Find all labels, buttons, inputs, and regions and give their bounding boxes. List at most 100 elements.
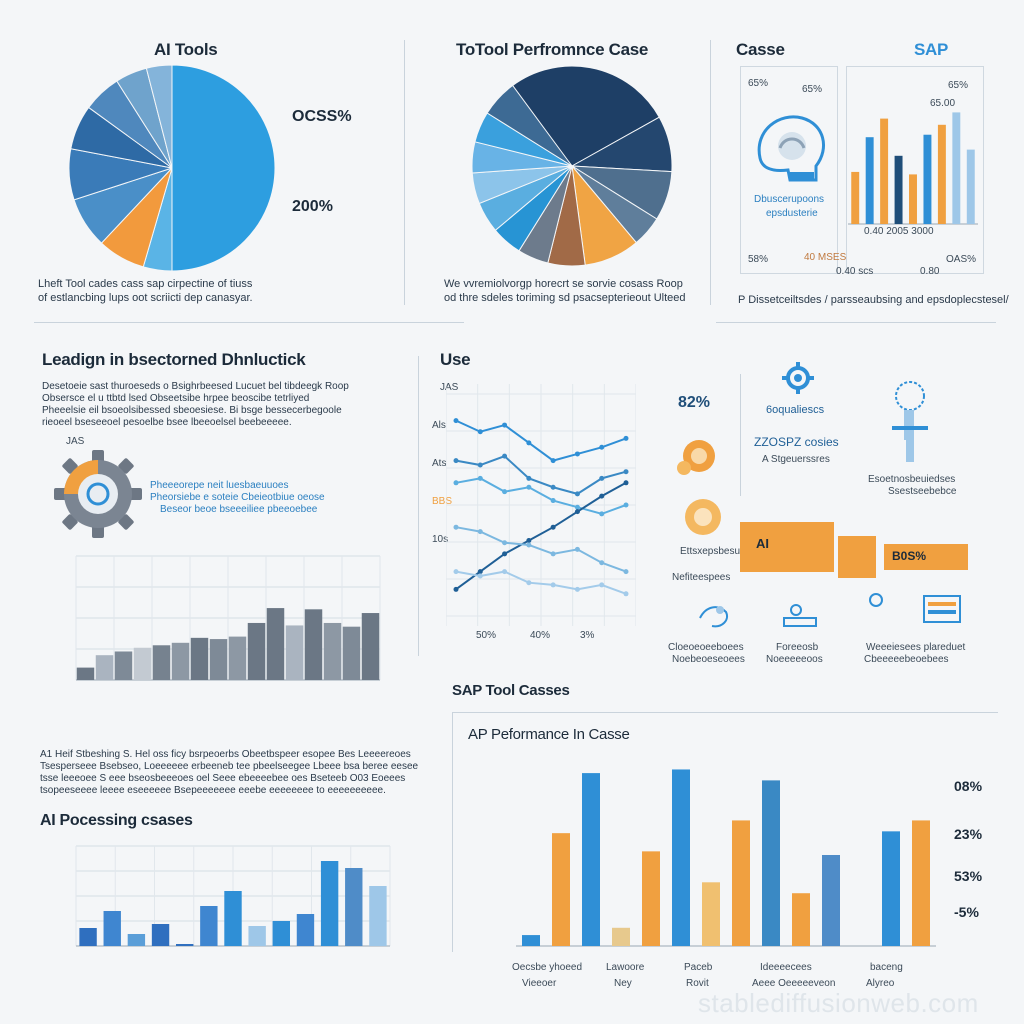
bar: [95, 655, 114, 680]
bar-chart-gray: [75, 555, 381, 681]
series-point: [526, 542, 532, 548]
p3-bottom-right-label-2: 0.80: [920, 266, 940, 277]
series-point: [477, 475, 483, 481]
divider-h1: [34, 322, 464, 323]
series-point: [526, 538, 532, 544]
bar: [266, 608, 285, 680]
section-4-title: Leadign in bsectorned Dhnluctick: [42, 350, 306, 369]
series-point: [526, 440, 532, 446]
bar: [732, 820, 750, 946]
orange-box-1: AI: [740, 522, 834, 572]
line-xlabel-2: 40%: [530, 630, 551, 641]
divider-v1: [404, 40, 405, 305]
bar: [296, 914, 315, 946]
line-ylabel-3: Ats: [432, 458, 447, 469]
bar: [552, 833, 570, 946]
s4-text-line-4: rieoeel bseseeoel pesoelbe bsee lbeeoels…: [42, 417, 292, 428]
bar: [851, 171, 860, 224]
s5-feature-4: Nefiteespees: [672, 572, 731, 583]
bar: [133, 647, 152, 680]
bar: [342, 626, 361, 680]
s7-right-label-1: 08%: [954, 778, 983, 794]
machine-icon: [869, 593, 961, 623]
p3-top-left-label-2: 65%: [802, 84, 823, 95]
series-point: [623, 502, 629, 508]
s7-category-1b: Vieeoer: [522, 978, 557, 989]
series-point: [550, 458, 556, 464]
series-point: [574, 586, 580, 592]
pie-2-caption-line-1: We vvremiolvorgp horecrt se sorvie cosas…: [444, 278, 683, 290]
panel-2-title: ToTool Perfromnce Case: [456, 40, 649, 59]
bar: [937, 124, 946, 224]
bar: [272, 921, 291, 946]
series-point: [623, 480, 629, 486]
panel-1-title: AI Tools: [154, 40, 218, 59]
orange-box-1-label: AI: [756, 536, 769, 551]
section-5-title: Use: [440, 350, 471, 369]
s5-bottom-2b: Noeeeeeoos: [766, 654, 823, 665]
s5-bottom-1b: Noebeoeseoees: [672, 654, 745, 665]
series-point: [526, 475, 532, 481]
series-point: [623, 469, 629, 475]
series-point: [574, 491, 580, 497]
bar: [894, 155, 903, 224]
watermark: stablediffusionweb.com: [698, 988, 979, 1018]
bar: [103, 911, 121, 946]
series-line: [455, 481, 627, 591]
bar: [285, 625, 304, 680]
panel-3-brand: SAP: [914, 40, 949, 59]
bar: [582, 773, 600, 946]
pie-slice: [507, 65, 660, 167]
s6-text-line-4: tsopeeseeee leeee eseeeeee Bsepeeeeeee e…: [40, 785, 386, 796]
section-6-title: AI Pocessing csases: [40, 812, 193, 829]
series-point: [550, 484, 556, 490]
s4-blue-caption-2: Pheorsiebe e soteie Cbeieotbiue oeose: [150, 492, 325, 503]
bar: [114, 651, 133, 680]
pie-slice: [171, 64, 276, 272]
bar: [822, 855, 840, 946]
s7-category-2a: Lawoore: [606, 962, 645, 973]
line-ylabel-1: JAS: [440, 382, 459, 393]
series-line: [455, 526, 627, 573]
s5-bottom-2a: Foreeosb: [776, 642, 819, 653]
s5-percent: 82%: [678, 394, 711, 411]
s5-feature-3: Ettsxepsbesutes: [680, 546, 754, 557]
s4-text-line-1: Desetoeie sast thuroeseds o Bsighrbeesed…: [42, 381, 349, 392]
bar: [175, 944, 194, 946]
series-point: [453, 418, 459, 424]
panel-3-frame-left: [740, 66, 838, 274]
series-point: [526, 484, 532, 490]
s4-text-line-2: Obsersce el u ttbtd lsed Obseetsibe hrpe…: [42, 393, 310, 404]
bar: [228, 636, 247, 680]
pie-2-caption-line-2: od thre sdeles toriming sd psacsepterieo…: [444, 292, 686, 304]
s5-bottom-1a: Cloeoeoeeboees: [668, 642, 744, 653]
series-point: [477, 569, 483, 575]
ai-chip-icon: [782, 362, 814, 394]
series-line: [455, 419, 627, 462]
bar-chart-processing: [75, 845, 391, 947]
bar-chart-performance: [516, 769, 936, 947]
line-ylabel-5: 10s: [432, 534, 449, 545]
p3-icon-caption-2: epsdusterie: [766, 208, 818, 219]
bar: [912, 820, 930, 946]
divider-v3: [418, 356, 419, 656]
bar: [923, 134, 932, 224]
bar: [642, 851, 660, 946]
s7-right-label-2: 23%: [954, 826, 983, 842]
head-tech-icon: [757, 115, 825, 182]
bar: [672, 769, 690, 946]
s6-text-line-3: tsse leeeoee S eee bseosbeeeoes oel Seee…: [40, 773, 406, 784]
panel-3-frame-right: [846, 66, 984, 274]
s5-feature-2a: ZZOSPZ cosies: [754, 435, 839, 449]
pie-label-b: 200%: [292, 198, 333, 215]
series-point: [453, 524, 459, 530]
divider-h2: [716, 322, 996, 323]
series-point: [526, 580, 532, 586]
panel-3-title: Casse: [736, 40, 785, 59]
series-point: [574, 451, 580, 457]
series-point: [574, 509, 580, 515]
series-point: [477, 462, 483, 468]
divider-h3: [452, 712, 998, 713]
bar: [909, 174, 917, 224]
bar: [880, 118, 889, 224]
